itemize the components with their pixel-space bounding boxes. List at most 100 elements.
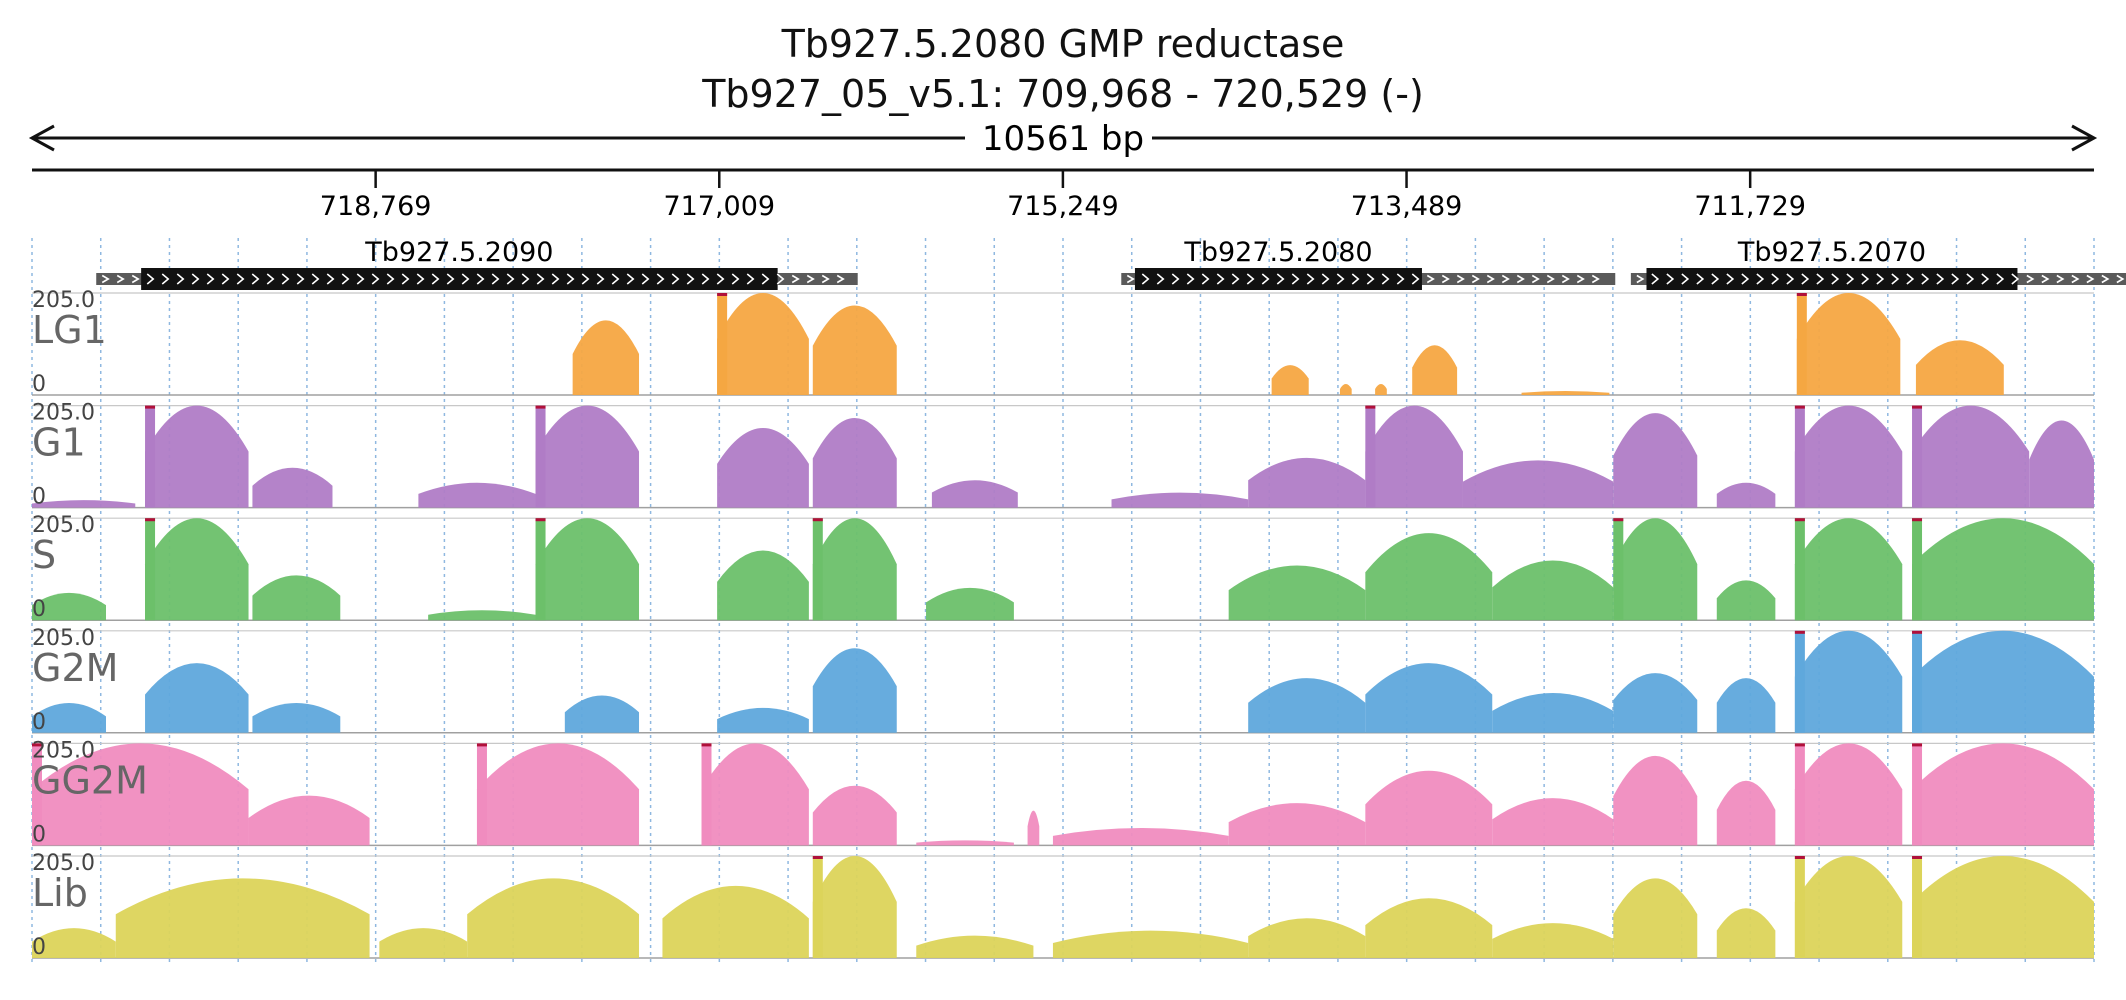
strand-arrow-icon	[671, 273, 680, 285]
strand-arrow-icon	[431, 273, 440, 285]
strand-arrow-icon	[1861, 273, 1870, 285]
coverage-peak	[1375, 384, 1387, 395]
track-name-label: GG2M	[32, 758, 148, 802]
strand-arrow-icon	[1741, 273, 1750, 285]
coverage-peak	[1365, 770, 1493, 846]
coverage-peak	[252, 575, 341, 621]
axis-tick-label: 713,489	[1351, 191, 1463, 222]
coverage-peak	[1794, 743, 1903, 846]
clip-marker	[1365, 405, 1376, 409]
coverage-peak	[1365, 898, 1493, 958]
clipped-bar	[1912, 405, 1923, 508]
strand-arrow-icon	[1801, 273, 1810, 285]
strand-arrow-icon	[1591, 274, 1600, 284]
strand-arrow-icon	[1561, 274, 1570, 284]
strand-arrow-icon	[1126, 274, 1135, 284]
coverage-peak	[1111, 492, 1249, 508]
track-name-label: LG1	[32, 308, 107, 352]
coverage-peak	[717, 293, 809, 395]
gene-model[interactable]: Tb927.5.2090	[96, 237, 858, 290]
coverage-peak	[1912, 630, 2094, 733]
clipped-bar	[1912, 856, 1923, 958]
coverage-peak	[1365, 533, 1493, 621]
track-ymin-label: 0	[32, 710, 46, 735]
strand-arrow-icon	[1456, 274, 1465, 284]
clipped-bar	[1912, 630, 1923, 733]
coverage-peak	[1912, 743, 2094, 846]
strand-arrow-icon	[1636, 274, 1645, 284]
clip-marker	[717, 293, 728, 296]
gene-cds	[141, 268, 778, 290]
gene-label: Tb927.5.2080	[1183, 237, 1372, 268]
chart-title-gene: Tb927.5.2080 GMP reductase	[781, 22, 1345, 66]
clipped-bar	[1365, 405, 1376, 508]
coverage-peak	[535, 405, 640, 508]
strand-arrow-icon	[626, 273, 635, 285]
strand-arrow-icon	[1966, 273, 1975, 285]
strand-arrow-icon	[2086, 274, 2095, 284]
clipped-bar	[1796, 293, 1807, 395]
coverage-track: 205.0 0 LG1	[32, 288, 2094, 397]
strand-arrow-icon	[581, 273, 590, 285]
strand-arrow-icon	[101, 274, 110, 284]
strand-arrow-icon	[1351, 273, 1360, 285]
track-ymax-label: 205.0	[32, 401, 95, 426]
strand-arrow-icon	[1576, 274, 1585, 284]
strand-arrow-icon	[476, 273, 485, 285]
coverage-peak	[1248, 918, 1366, 958]
coverage-peak	[1228, 565, 1366, 621]
strand-arrow-icon	[1756, 273, 1765, 285]
chart-title-locus: Tb927_05_v5.1: 709,968 - 720,529 (-)	[702, 72, 1424, 116]
coverage-peak	[1613, 878, 1698, 958]
strand-arrow-icon	[206, 273, 215, 285]
coverage-peak	[1613, 673, 1698, 733]
clip-marker	[1796, 293, 1807, 296]
clipped-bar	[717, 293, 728, 395]
strand-arrow-icon	[446, 273, 455, 285]
strand-arrow-icon	[131, 274, 140, 284]
strand-arrow-icon	[1501, 274, 1510, 284]
gene-model[interactable]: Tb927.5.2080	[1121, 237, 1616, 290]
strand-arrow-icon	[296, 273, 305, 285]
coverage-peak	[916, 935, 1034, 958]
coverage-peak	[2029, 420, 2094, 508]
strand-arrow-icon	[1276, 273, 1285, 285]
coverage-peak	[931, 480, 1018, 508]
coverage-peak	[812, 648, 897, 733]
strand-arrow-icon	[611, 273, 620, 285]
clipped-bar	[1794, 630, 1805, 733]
strand-arrow-icon	[281, 273, 290, 285]
clip-marker	[1912, 518, 1923, 522]
clip-marker	[535, 518, 546, 522]
strand-arrow-icon	[1981, 273, 1990, 285]
clip-marker	[812, 518, 823, 522]
clip-marker	[701, 743, 712, 747]
clip-marker	[1794, 405, 1805, 409]
strand-arrow-icon	[761, 273, 770, 285]
clip-marker	[1912, 856, 1923, 859]
clipped-bar	[1794, 405, 1805, 508]
coverage-tracks: 205.00LG1205.00G1205.00S205.00G2M205.00G…	[32, 288, 2094, 960]
coverage-peak	[1794, 856, 1903, 958]
coverage-peak	[1027, 810, 1040, 846]
strand-arrow-icon	[146, 273, 155, 285]
gene-model[interactable]: Tb927.5.2070	[1630, 237, 2126, 290]
strand-arrow-icon	[731, 273, 740, 285]
coverage-peak	[32, 500, 136, 508]
strand-arrow-icon	[1906, 273, 1915, 285]
coverage-peak	[248, 795, 370, 846]
strand-arrow-icon	[1396, 273, 1405, 285]
clipped-bar	[145, 518, 156, 621]
coverage-peak	[145, 663, 249, 733]
strand-arrow-icon	[326, 273, 335, 285]
axis-tick-label: 718,769	[320, 191, 432, 222]
strand-arrow-icon	[1846, 273, 1855, 285]
coverage-peak	[1271, 365, 1309, 395]
strand-arrow-icon	[1336, 273, 1345, 285]
coverage-peak	[1716, 908, 1776, 958]
strand-arrow-icon	[1996, 273, 2005, 285]
strand-arrow-icon	[1876, 273, 1885, 285]
strand-arrow-icon	[236, 273, 245, 285]
strand-arrow-icon	[221, 273, 230, 285]
strand-arrow-icon	[491, 273, 500, 285]
